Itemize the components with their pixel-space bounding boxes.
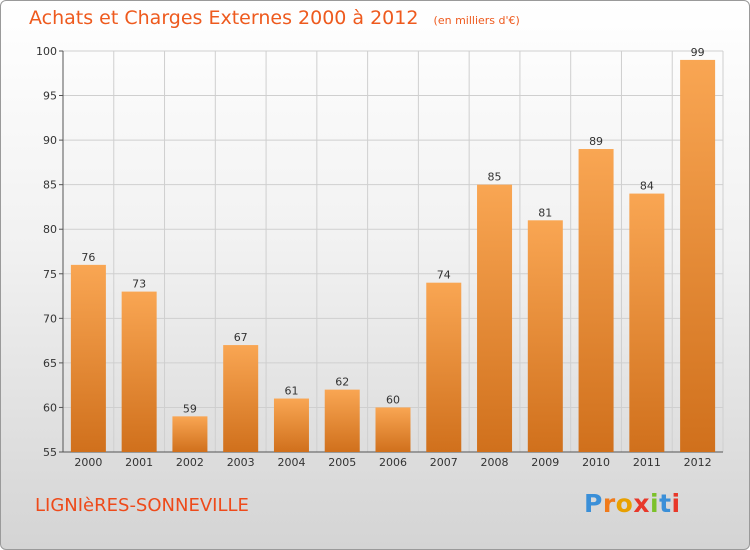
chart-subtitle: (en milliers d'€) [433, 14, 520, 27]
y-tick-label: 55 [43, 446, 57, 459]
x-tick-label: 2000 [74, 456, 102, 469]
labels: 55 60 65 70 75 80 85 90 95 100 76 2000 73 2001 59 2002 6… [36, 45, 712, 469]
logo-letter: t [659, 489, 672, 518]
bar-2009[interactable] [527, 220, 563, 452]
logo-letter: r [602, 489, 616, 518]
bar-2008[interactable] [477, 184, 513, 452]
y-tick-label: 85 [43, 179, 57, 192]
x-tick-label: 2004 [277, 456, 305, 469]
value-label: 76 [81, 251, 95, 264]
value-label: 67 [234, 331, 248, 344]
bar-2006[interactable] [375, 407, 411, 452]
value-label: 59 [183, 402, 197, 415]
y-tick-label: 60 [43, 401, 57, 414]
logo-letter: i [650, 489, 660, 518]
x-tick-label: 2005 [328, 456, 356, 469]
x-tick-label: 2008 [481, 456, 509, 469]
bar-2010[interactable] [578, 149, 614, 452]
y-tick-label: 75 [43, 268, 57, 281]
bar-2001[interactable] [121, 291, 157, 452]
chart-title: Achats et Charges Externes 2000 à 2012 [29, 7, 419, 29]
axes [59, 50, 723, 453]
x-tick-label: 2003 [227, 456, 255, 469]
title-block: Achats et Charges Externes 2000 à 2012 (… [29, 7, 520, 29]
y-tick-label: 70 [43, 312, 57, 325]
x-tick-label: 2011 [633, 456, 661, 469]
y-tick-label: 95 [43, 90, 57, 103]
x-tick-label: 2012 [684, 456, 712, 469]
grid-lines [62, 50, 724, 453]
bar-2000[interactable] [70, 264, 106, 452]
value-label: 61 [284, 385, 298, 398]
value-label: 89 [589, 135, 603, 148]
y-tick-label: 65 [43, 357, 57, 370]
x-tick-label: 2002 [176, 456, 204, 469]
bars [70, 59, 716, 453]
x-tick-label: 2001 [125, 456, 153, 469]
logo-letter: o [615, 489, 634, 518]
value-label: 84 [640, 180, 654, 193]
logo-letter: x [633, 489, 650, 518]
bar-2007[interactable] [426, 282, 462, 452]
bar-2002[interactable] [172, 416, 208, 452]
bar-2003[interactable] [223, 345, 259, 452]
value-label: 99 [691, 46, 705, 59]
place-name: LIGNIèRES-SONNEVILLE [35, 495, 249, 516]
proxiti-logo[interactable]: Proxiti [584, 489, 681, 518]
value-label: 60 [386, 393, 400, 406]
logo-letter: i [671, 489, 681, 518]
value-label: 74 [437, 269, 451, 282]
value-label: 62 [335, 376, 349, 389]
logo-letter: P [584, 489, 603, 518]
value-label: 73 [132, 278, 146, 291]
x-tick-label: 2007 [430, 456, 458, 469]
y-tick-label: 80 [43, 223, 57, 236]
y-tick-label: 100 [36, 45, 57, 58]
bar-2012[interactable] [680, 59, 716, 453]
bar-2004[interactable] [273, 398, 309, 452]
x-tick-label: 2006 [379, 456, 407, 469]
value-label: 85 [488, 171, 502, 184]
bar-2005[interactable] [324, 389, 360, 452]
y-tick-label: 90 [43, 134, 57, 147]
x-tick-label: 2009 [531, 456, 559, 469]
x-tick-label: 2010 [582, 456, 610, 469]
value-label: 81 [538, 206, 552, 219]
bar-2011[interactable] [629, 193, 665, 453]
